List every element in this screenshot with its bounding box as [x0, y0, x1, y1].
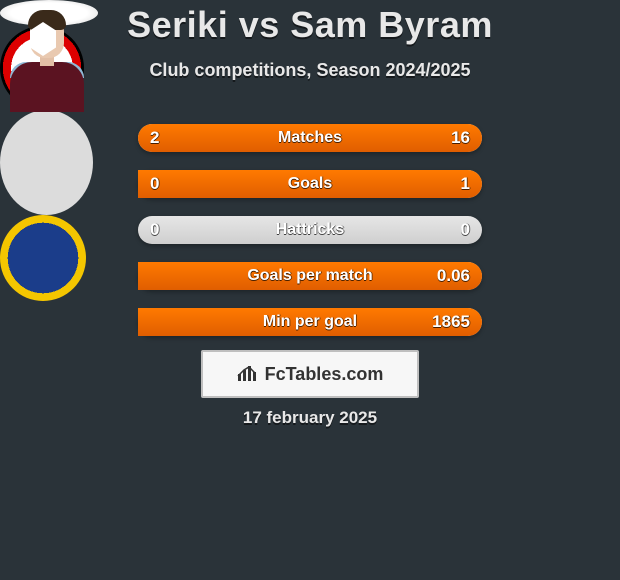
- stat-value-right: 1865: [432, 308, 470, 336]
- brand-text: FcTables.com: [265, 364, 384, 384]
- stat-label: Goals per match: [138, 262, 482, 290]
- bars-icon: [237, 364, 259, 382]
- stat-label: Matches: [138, 124, 482, 152]
- stat-row: 2 Matches 16: [138, 124, 482, 152]
- player-right-avatar: [0, 110, 93, 215]
- stat-row: Goals per match 0.06: [138, 262, 482, 290]
- stat-bars: 2 Matches 16 0 Goals 1 0 Hattricks 0 Goa…: [138, 124, 482, 354]
- stat-value-right: 0: [461, 216, 470, 244]
- stat-value-right: 16: [451, 124, 470, 152]
- club-right-badge: [0, 215, 86, 301]
- stat-row: 0 Goals 1: [138, 170, 482, 198]
- stat-row: 0 Hattricks 0: [138, 216, 482, 244]
- stat-label: Hattricks: [138, 216, 482, 244]
- stat-value-right: 1: [461, 170, 470, 198]
- stat-row: Min per goal 1865: [138, 308, 482, 336]
- stat-label: Goals: [138, 170, 482, 198]
- stat-value-right: 0.06: [437, 262, 470, 290]
- stat-label: Min per goal: [138, 308, 482, 336]
- page-title: Seriki vs Sam Byram: [0, 4, 620, 46]
- subtitle: Club competitions, Season 2024/2025: [0, 60, 620, 81]
- date-text: 17 february 2025: [0, 408, 620, 428]
- source-badge: FcTables.com: [100, 350, 520, 398]
